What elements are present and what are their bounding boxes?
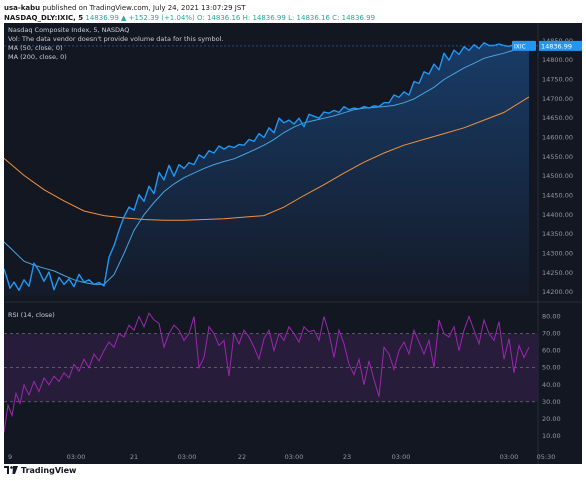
rsi-axis-tick-label: 10.00: [542, 432, 561, 440]
price-axis-tick-label: 14750.00: [542, 76, 573, 84]
tradingview-logo-icon: [4, 466, 18, 474]
last-price-tag-label: 14836.99: [541, 42, 572, 50]
brand-name: TradingView: [21, 466, 77, 475]
price-axis-tick-label: 14200.00: [542, 288, 573, 296]
legend-title: Nasdaq Composite Index, 5, NASDAQ: [8, 26, 130, 34]
price-line: [4, 42, 530, 291]
price-axis-tick-label: 14450.00: [542, 191, 573, 199]
time-axis-tick-label: 22: [238, 453, 246, 461]
quote-values: 14836.99 ▲ +152.39 (+1.04%) O: 14836.16 …: [85, 14, 376, 22]
price-axis-tick-label: 14500.00: [542, 172, 573, 180]
time-axis-tick-label: 21: [130, 453, 138, 461]
rsi-line: [4, 312, 530, 433]
price-area-fill: [4, 42, 529, 296]
rsi-axis-tick-label: 30.00: [542, 398, 561, 406]
symbol-tag: [512, 40, 536, 51]
price-axis-tick-label: 14250.00: [542, 269, 573, 277]
rsi-pane: 80.00 70.00 60.00 50.00 40.00 30.00 20.00 10.00: [4, 312, 561, 440]
price-axis-tick-label: 14550.00: [542, 153, 573, 161]
time-axis-tick-label: 03:00: [285, 453, 304, 461]
symbol-label: NASDAQ_DLY:IXIC, 5: [4, 14, 84, 22]
legend-volume-note: Vol: The data vendor doesn't provide vol…: [8, 35, 224, 43]
rsi-axis-tick-label: 50.00: [542, 364, 561, 372]
price-axis-tick-label: 14650.00: [542, 114, 573, 122]
price-axis-tick-label: 14300.00: [542, 249, 573, 257]
rsi-axis-tick-label: 70.00: [542, 330, 561, 338]
symbol-tag-label: IXIC: [514, 43, 526, 50]
price-pane: 14850.00 14800.00 14750.00 14700.00 14650.00…: [4, 23, 582, 464]
rsi-axis-tick-label: 20.00: [542, 415, 561, 423]
ma200-line: [4, 96, 530, 221]
author-name[interactable]: usa-kabu: [4, 4, 41, 12]
rsi-axis-tick-label: 40.00: [542, 381, 561, 389]
ma50-line: [4, 45, 530, 285]
price-axis-tick-label: 14600.00: [542, 134, 573, 142]
rsi-axis-tick-label: 60.00: [542, 347, 561, 355]
time-axis-tick-label: 03:00: [500, 453, 519, 461]
published-text: published on TradingView.com, July 24, 2…: [42, 4, 246, 12]
legend-ma200: MA (200, close, 0): [8, 53, 67, 61]
rsi-axis-tick-label: 80.00: [542, 313, 561, 321]
legend-ma50: MA (50, close, 0): [8, 44, 63, 52]
time-axis-tick-label: 03:00: [392, 453, 411, 461]
publish-info: usa-kabu published on TradingView.com, J…: [4, 4, 246, 12]
chart-svg: 14850.00 14800.00 14750.00 14700.00 14650.00…: [4, 23, 582, 464]
price-axis-tick-label: 14800.00: [542, 56, 573, 64]
brand-footer: TradingView: [4, 466, 76, 475]
time-axis-tick-label: 23: [343, 453, 351, 461]
price-axis-tick-label: 14350.00: [542, 230, 573, 238]
time-axis-tick-label: 9: [8, 453, 12, 461]
quote-line: NASDAQ_DLY:IXIC, 5 14836.99 ▲ +152.39 (+…: [4, 14, 375, 22]
time-axis-tick-label: 03:00: [178, 453, 197, 461]
legend-rsi: RSI (14, close): [8, 311, 55, 319]
time-axis-tick-label: 03:00: [67, 453, 86, 461]
price-axis-tick-label: 14400.00: [542, 211, 573, 219]
chart-panel[interactable]: 14850.00 14800.00 14750.00 14700.00 14650.00…: [4, 23, 582, 464]
price-axis-tick-label: 14700.00: [542, 95, 573, 103]
price-axis-tick-label: 14850.00: [542, 37, 573, 45]
last-price-tag: [539, 40, 582, 51]
time-axis: 9 03:00 21 03:00 22 03:00 23 03:00 03:00 05:30: [8, 453, 555, 461]
time-axis-tick-label: 05:30: [537, 453, 556, 461]
